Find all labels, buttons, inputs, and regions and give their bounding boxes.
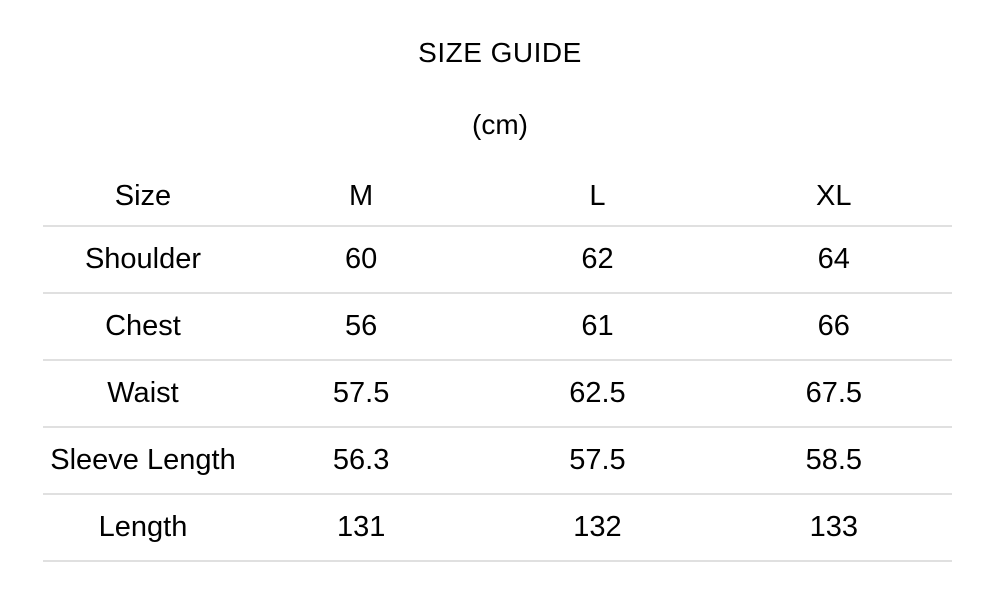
table-row-chest: Chest 56 61 66	[43, 294, 952, 361]
header-cell-m: M	[349, 180, 374, 212]
size-table: Size M L XL Shoulder 60 62 64 Chest 56 6…	[43, 168, 952, 562]
cell-value: 56	[345, 310, 378, 342]
table-row-waist: Waist 57.5 62.5 67.5	[43, 361, 952, 428]
table-row-length: Length 131 132 133	[43, 495, 952, 562]
row-label: Length	[98, 511, 188, 543]
cell-value: 133	[809, 511, 858, 543]
table-header-row: Size M L XL	[43, 168, 952, 227]
cell-value: 60	[345, 243, 378, 275]
cell-value: 67.5	[805, 377, 863, 409]
row-label: Chest	[105, 310, 181, 342]
header-cell-size: Size	[114, 180, 172, 212]
cell-value: 66	[817, 310, 850, 342]
header-cell-xl: XL	[816, 180, 852, 212]
cell-value: 131	[336, 511, 386, 543]
header-cell-l: L	[589, 180, 606, 212]
row-label: Shoulder	[84, 243, 202, 275]
cell-value: 56.3	[332, 444, 390, 476]
cell-value: 61	[581, 310, 614, 342]
cell-value: 57.5	[332, 377, 390, 409]
row-label: Sleeve Length	[50, 444, 236, 476]
page-title: SIZE GUIDE	[418, 37, 582, 68]
cell-value: 62	[581, 243, 614, 275]
cell-value: 62.5	[569, 377, 626, 409]
table-row-sleeve-length: Sleeve Length 56.3 57.5 58.5	[43, 428, 952, 495]
unit-label: (cm)	[472, 109, 528, 140]
cell-value: 58.5	[805, 444, 863, 476]
cell-value: 132	[573, 511, 622, 543]
row-label: Waist	[107, 377, 179, 409]
cell-value: 64	[817, 243, 850, 275]
table-row-shoulder: Shoulder 60 62 64	[43, 227, 952, 294]
cell-value: 57.5	[569, 444, 626, 476]
